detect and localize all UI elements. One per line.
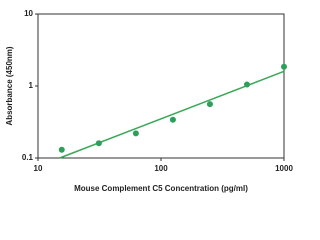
x-axis-label: Mouse Complement C5 Concentration (pg/ml… (74, 184, 248, 193)
data-point (132, 130, 139, 137)
data-point (58, 146, 65, 153)
y-tick-label: 10 (24, 9, 33, 18)
data-point (243, 81, 250, 88)
y-tick-label: 0.1 (22, 153, 34, 162)
x-tick-label: 10 (34, 164, 43, 173)
data-point (281, 63, 287, 70)
data-point (206, 101, 213, 108)
trend-line (59, 70, 285, 159)
y-axis-label: Absorbance (450nm) (5, 46, 14, 125)
x-tick-label: 100 (154, 164, 168, 173)
y-tick-label: 1 (29, 81, 34, 90)
data-point (169, 116, 176, 123)
data-point (95, 140, 102, 147)
chart: Absorbance (450nm) Mouse Complement C5 C… (5, 9, 293, 193)
x-tick-label: 1000 (275, 164, 293, 173)
